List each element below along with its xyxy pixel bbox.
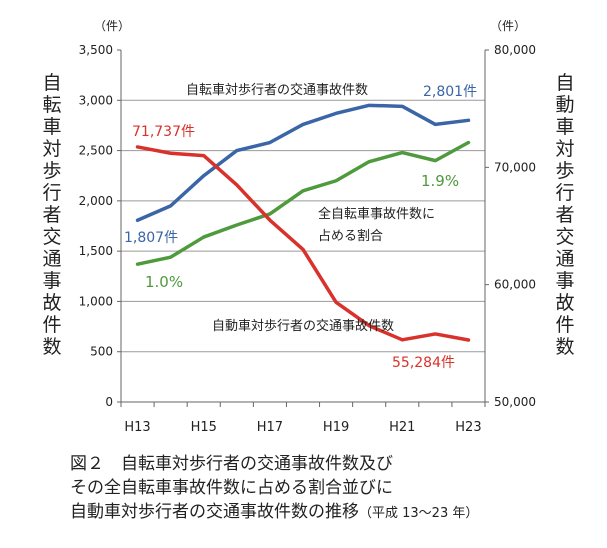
left-tick-label: 1,500 xyxy=(79,244,113,258)
x-tick-label: H21 xyxy=(389,420,415,435)
caption-line-3: 自動車対歩行者の交通事故件数の推移 xyxy=(70,502,359,522)
left-tick-label: 0 xyxy=(105,395,113,409)
series-line-2 xyxy=(135,145,471,342)
left-tick-label: 3,000 xyxy=(79,93,113,107)
caption-line-2: その全自転車事故件数に占める割合並びに xyxy=(70,478,393,498)
caption-note: （平成 13〜23 年） xyxy=(359,506,479,521)
ratio-end-label: 1.9% xyxy=(421,172,459,190)
left-tick-label: 1,000 xyxy=(79,294,113,308)
caption-line-1: 図２ 自転車対歩行者の交通事故件数及び xyxy=(70,454,393,474)
right-tick-label: 60,000 xyxy=(494,278,536,292)
right-axis-unit: （件） xyxy=(490,19,526,33)
left-tick-label: 500 xyxy=(90,345,113,359)
x-tick-label: H19 xyxy=(323,420,349,435)
series-lines xyxy=(135,103,471,342)
bicycle-end-label: 2,801件 xyxy=(423,84,477,100)
bicycle-start-label: 1,807件 xyxy=(124,230,178,246)
chart-labels: 3,500 3,000 2,500 2,000 1,500 1,000 500 0 80,000… xyxy=(79,19,536,435)
left-tick-label: 2,500 xyxy=(79,144,113,158)
car-end-label: 55,284件 xyxy=(392,355,455,371)
right-tick-label: 50,000 xyxy=(494,395,536,409)
series-line-1 xyxy=(135,140,471,266)
x-tick-label: H13 xyxy=(124,420,150,435)
left-tick-label: 3,500 xyxy=(79,43,113,57)
left-tick-label: 2,000 xyxy=(79,194,113,208)
bicycle-series-annotation: 自転車対歩行者の交通事故件数 xyxy=(186,82,368,98)
right-axis-title: 自動車対歩行者交通事故件数 xyxy=(555,72,575,358)
car-series-annotation: 自動車対歩行者の交通事故件数 xyxy=(212,318,394,334)
x-tick-label: H15 xyxy=(191,420,217,435)
x-tick-label: H17 xyxy=(257,420,283,435)
ratio-start-label: 1.0% xyxy=(145,273,183,291)
ratio-annotation-line2: 占める割合 xyxy=(318,228,383,244)
left-axis-unit: （件） xyxy=(94,19,130,33)
right-tick-label: 80,000 xyxy=(494,43,536,57)
x-tick-label: H23 xyxy=(455,420,481,435)
ratio-annotation-line1: 全自転車事故件数に xyxy=(318,206,435,222)
car-start-label: 71,737件 xyxy=(132,124,195,140)
left-axis-title: 自転車対歩行者交通事故件数 xyxy=(42,72,62,358)
series-line-0 xyxy=(135,103,471,223)
figure-caption: 図２ 自転車対歩行者の交通事故件数及び その全自転車事故件数に占める割合並びに … xyxy=(70,452,600,526)
line-chart: 3,500 3,000 2,500 2,000 1,500 1,000 500 0 80,000… xyxy=(79,19,536,435)
axes xyxy=(117,49,489,407)
right-tick-label: 70,000 xyxy=(494,160,536,174)
